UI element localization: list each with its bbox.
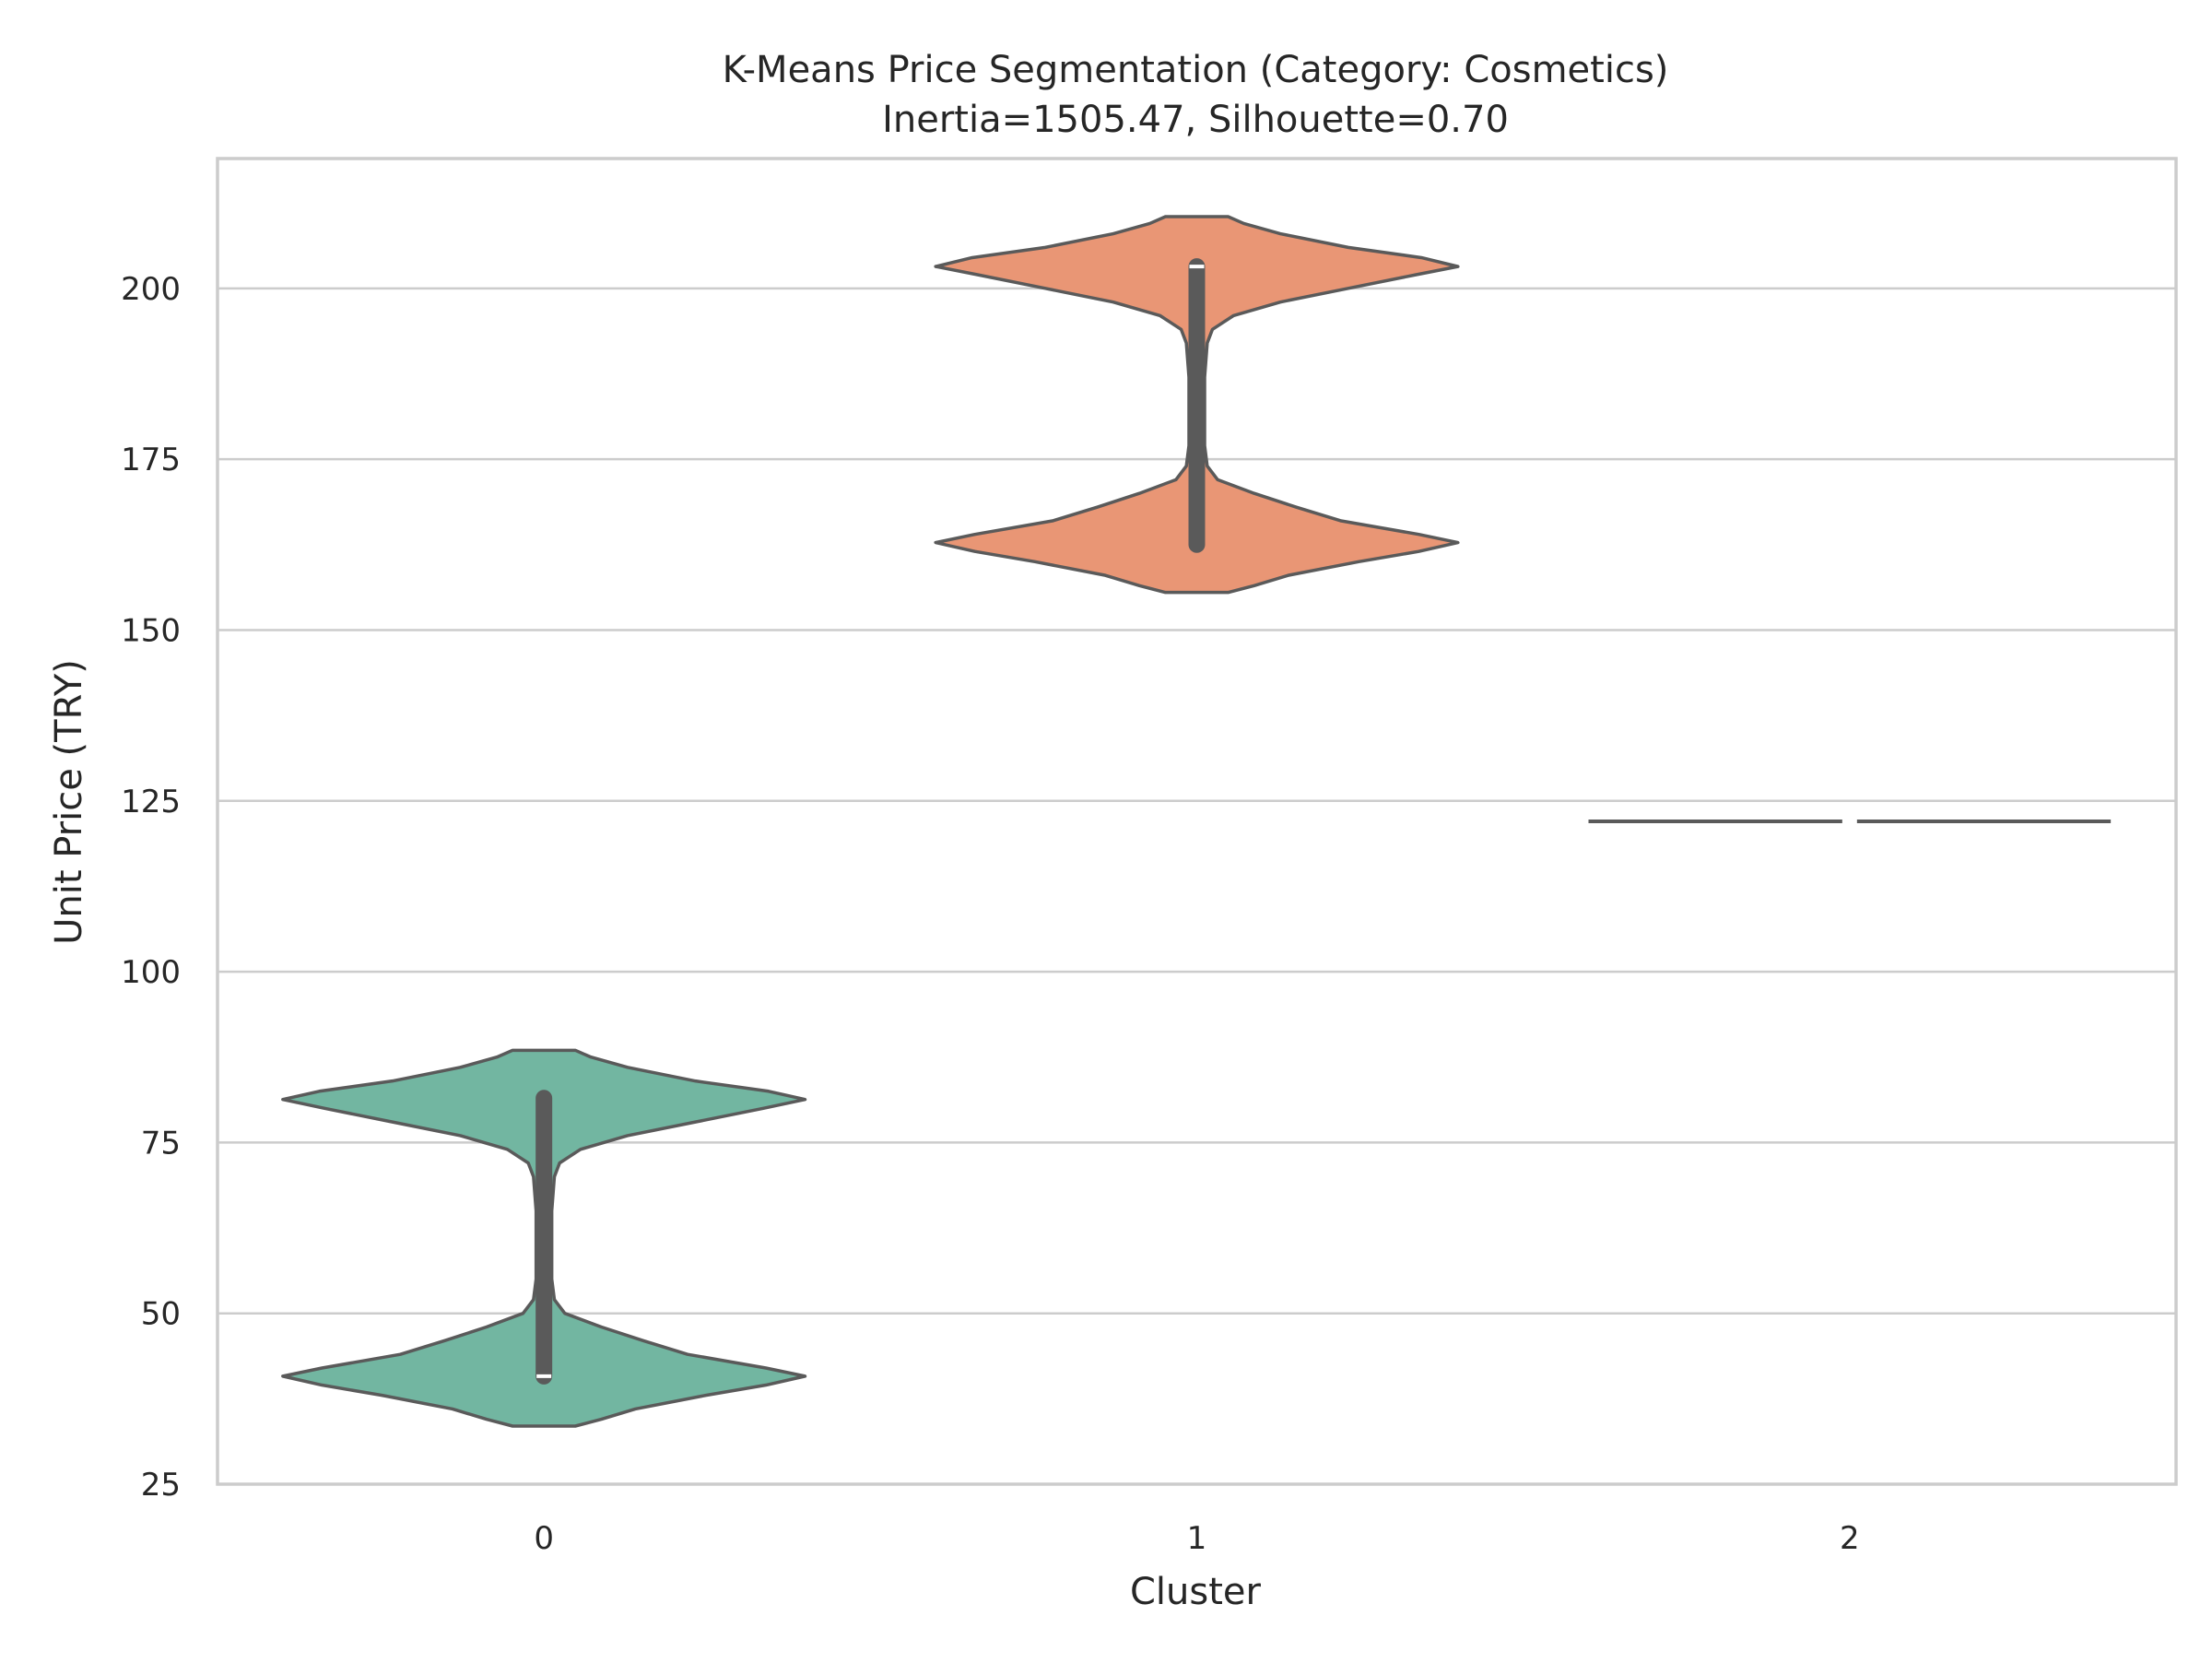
- x-tick-label-0: 0: [534, 1520, 554, 1557]
- x-tick-label-2: 2: [1840, 1520, 1860, 1557]
- y-tick-label-75: 75: [141, 1125, 181, 1162]
- chart-subtitle: Inertia=1505.47, Silhouette=0.70: [882, 99, 1509, 141]
- y-axis-label: Unit Price (TRY): [48, 659, 90, 945]
- x-axis-label: Cluster: [1130, 1571, 1262, 1613]
- violin-cluster-0: [281, 1048, 807, 1428]
- y-tick-labels: 25 50 75 100 125 150 175 200: [121, 271, 181, 1504]
- x-tick-label-1: 1: [1187, 1520, 1207, 1557]
- plot-frame: [216, 157, 2178, 1486]
- y-tick-label-50: 50: [141, 1296, 181, 1333]
- y-tick-label-150: 150: [121, 612, 181, 649]
- y-tick-label-100: 100: [121, 954, 181, 991]
- chart-title: K-Means Price Segmentation (Category: Co…: [723, 49, 1669, 91]
- y-tick-label-125: 125: [121, 784, 181, 820]
- violin-cluster-1: [934, 215, 1460, 595]
- y-tick-label-175: 175: [121, 442, 181, 478]
- x-tick-labels: 0 1 2: [534, 1520, 1859, 1557]
- y-tick-label-200: 200: [121, 271, 181, 308]
- violins: [281, 215, 2112, 1428]
- axes-frame: [216, 157, 2178, 1486]
- y-tick-label-25: 25: [141, 1467, 181, 1504]
